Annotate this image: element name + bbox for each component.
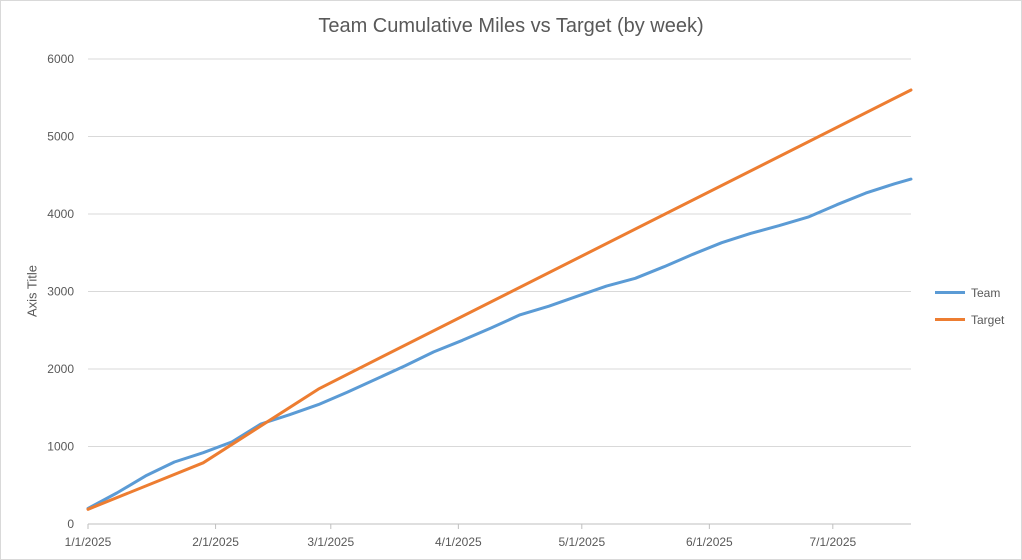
- x-tick-label: 6/1/2025: [686, 535, 733, 549]
- legend: Team Target: [935, 279, 1004, 333]
- legend-label: Target: [971, 312, 1005, 327]
- legend-item-target: Target: [935, 306, 1004, 333]
- chart-title: Team Cumulative Miles vs Target (by week…: [318, 15, 704, 37]
- y-tick-label: 6000: [47, 52, 74, 66]
- x-tick-label: 3/1/2025: [307, 535, 354, 549]
- y-tick-label: 5000: [47, 130, 74, 144]
- y-tick-label: 3000: [47, 285, 74, 299]
- legend-item-team: Team: [935, 279, 1004, 306]
- legend-swatch: [935, 291, 965, 294]
- x-tick-label: 7/1/2025: [809, 535, 856, 549]
- series-line-team: [86, 177, 913, 510]
- y-tick-label: 2000: [47, 362, 74, 376]
- y-tick-label: 1000: [47, 440, 74, 454]
- y-tick-label: 0: [67, 517, 74, 531]
- y-tick-label: 4000: [47, 207, 74, 221]
- series-line-target: [86, 88, 913, 511]
- x-tick-label: 4/1/2025: [435, 535, 482, 549]
- legend-label: Team: [971, 285, 1001, 300]
- legend-swatch: [935, 318, 965, 321]
- x-tick-label: 5/1/2025: [558, 535, 605, 549]
- x-tick-label: 2/1/2025: [192, 535, 239, 549]
- x-tick-label: 1/1/2025: [65, 535, 112, 549]
